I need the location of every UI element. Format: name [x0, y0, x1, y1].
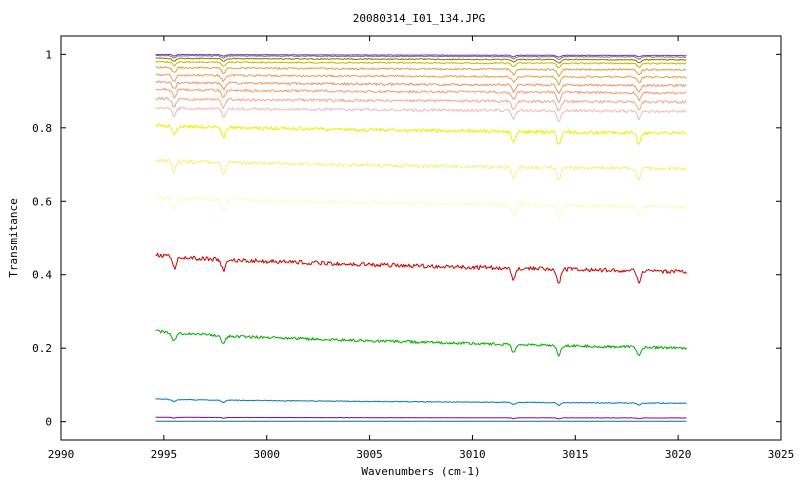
y-tick-label: 1: [45, 48, 52, 61]
x-tick-label: 3015: [562, 448, 589, 461]
x-tick-label: 2990: [48, 448, 75, 461]
x-tick-label: 2995: [151, 448, 178, 461]
y-tick-label: 0: [45, 416, 52, 429]
y-tick-label: 0.4: [32, 269, 52, 282]
series-layer: [155, 53, 687, 422]
series-line-4: [155, 60, 687, 69]
x-tick-label: 3025: [768, 448, 795, 461]
x-axis-label: Wavenumbers (cm-1): [361, 465, 480, 478]
series-line-14: [155, 252, 687, 284]
series-line-7: [155, 80, 687, 94]
series-line-5: [155, 66, 687, 77]
y-axis-label: Transmitance: [7, 198, 20, 277]
series-line-17: [155, 416, 687, 420]
x-tick-label: 3010: [459, 448, 486, 461]
series-line-10: [155, 106, 687, 123]
series-line-1: [155, 53, 687, 58]
series-line-6: [155, 73, 687, 86]
series-line-2: [155, 54, 687, 60]
y-tick-label: 0.8: [32, 122, 52, 135]
plot-frame: [60, 35, 782, 441]
x-tick-label: 3005: [356, 448, 383, 461]
series-line-12: [155, 158, 687, 181]
x-axis: 2990 2995 3000 3005 3010 3015 3020 3025: [48, 36, 795, 461]
y-tick-label: 0.6: [32, 195, 52, 208]
series-line-8: [155, 87, 687, 103]
x-tick-label: 3020: [665, 448, 692, 461]
y-tick-label: 0.2: [32, 342, 52, 355]
series-line-11: [155, 123, 687, 145]
series-line-15: [155, 329, 687, 357]
y-axis: 0 0.2 0.4 0.6 0.8 1: [32, 48, 781, 429]
series-line-16: [155, 398, 687, 407]
chart-title: 20080314_I01_134.JPG: [353, 12, 485, 25]
series-line-9: [155, 96, 687, 112]
series-line-3: [155, 57, 687, 64]
x-tick-label: 3000: [253, 448, 280, 461]
series-line-13: [155, 195, 687, 221]
